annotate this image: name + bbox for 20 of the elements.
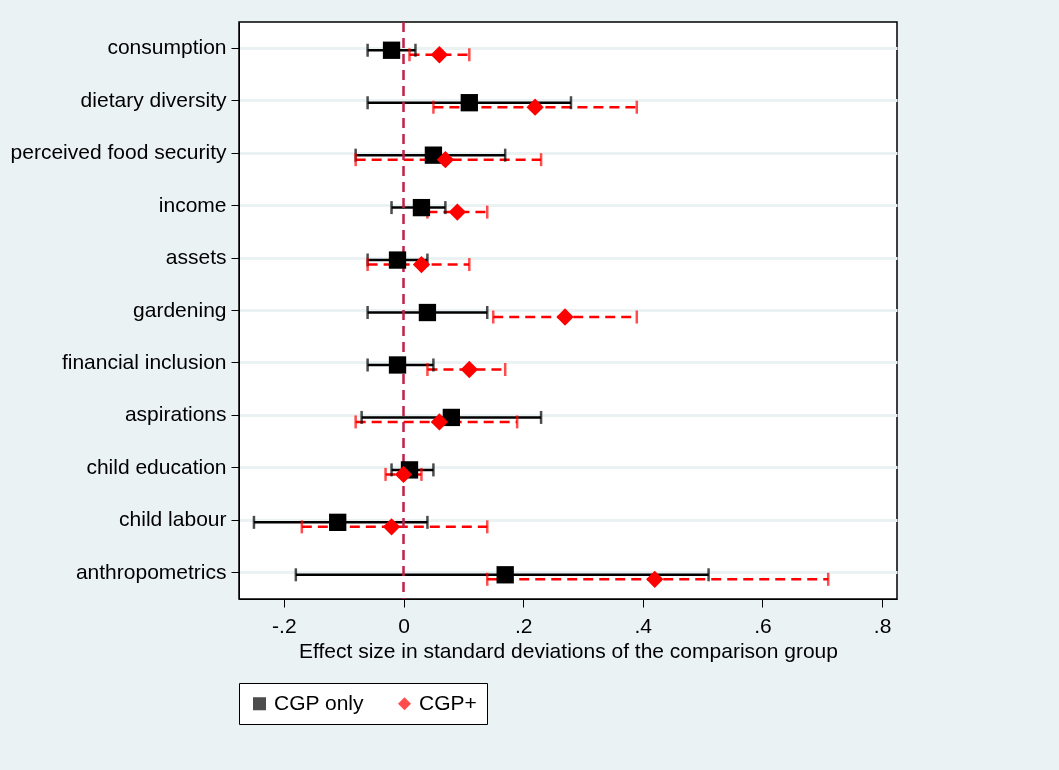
x-tick-label: -.2: [272, 613, 297, 637]
y-tick-label: child education: [86, 454, 227, 478]
legend-label: CGP+: [419, 690, 477, 714]
y-tick-label: consumption: [107, 35, 227, 59]
y-tick-label: dietary diversity: [80, 87, 227, 111]
x-axis-title: Effect size in standard deviations of the comparison group: [299, 638, 838, 662]
x-tick-label: .2: [514, 613, 533, 637]
x-tick-label: .8: [873, 613, 892, 637]
y-tick-label: aspirations: [124, 402, 227, 426]
y-tick-label: assets: [165, 245, 227, 269]
y-tick-label: gardening: [133, 297, 227, 321]
y-tick-label: perceived food security: [10, 140, 227, 164]
y-tick-label: anthropometrics: [75, 559, 227, 583]
y-tick-label: income: [158, 192, 227, 216]
x-tick-label: .6: [754, 613, 772, 637]
legend-label: CGP only: [274, 690, 364, 714]
x-tick-label: 0: [398, 613, 410, 637]
x-tick-label: .4: [634, 613, 653, 637]
y-tick-label: financial inclusion: [61, 349, 227, 373]
y-tick-label: child labour: [119, 507, 227, 531]
